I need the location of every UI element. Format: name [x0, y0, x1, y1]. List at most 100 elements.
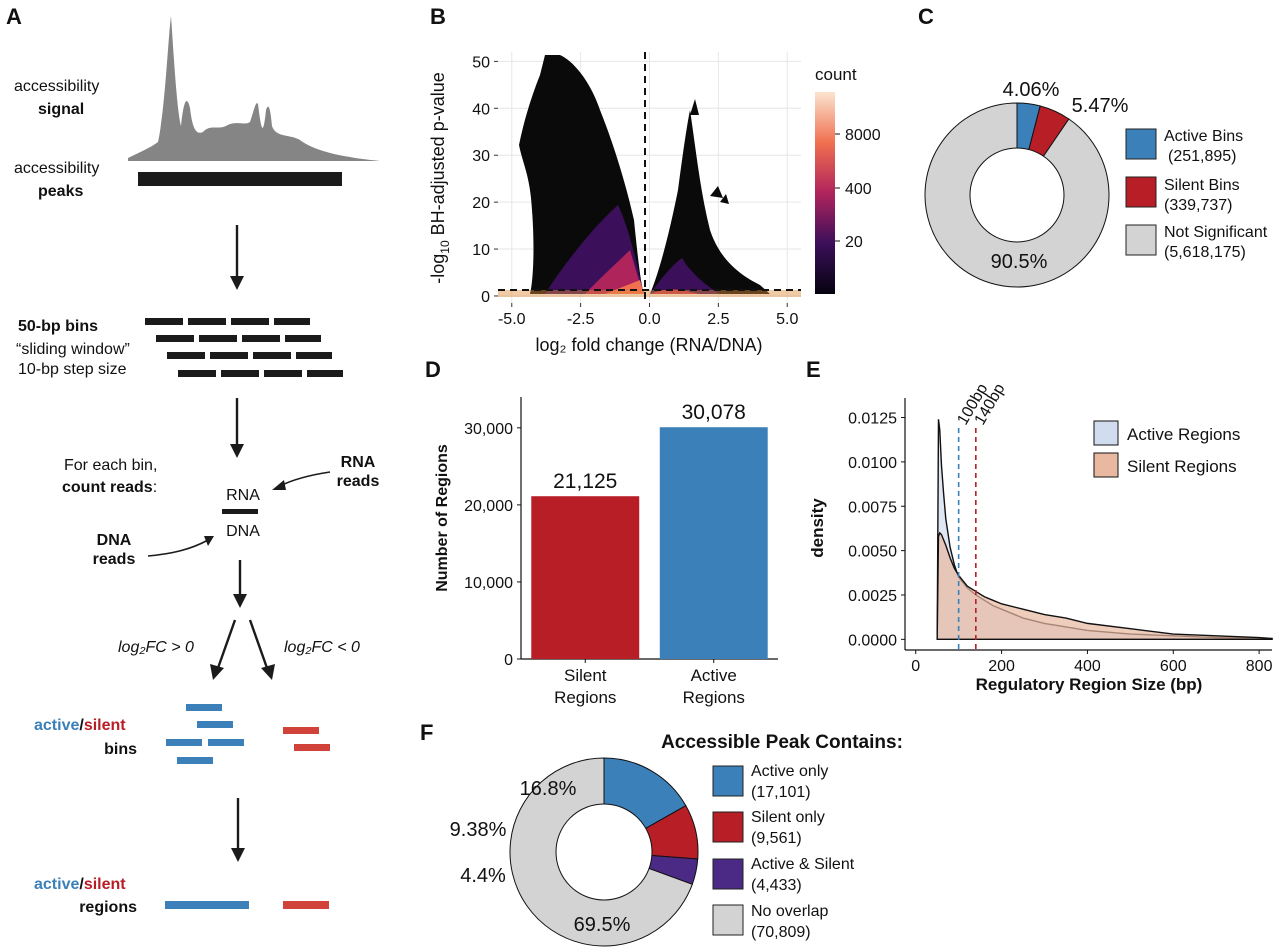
- legend-f-both-name: Active & Silent: [751, 856, 855, 873]
- accessibility-signal-trace: [128, 16, 380, 161]
- legend-c-swatch-not-significant: [1125, 224, 1157, 256]
- legend-c-active-count: (251,895): [1168, 148, 1237, 165]
- donut-hole: [969, 147, 1065, 243]
- volcano-y-tick-label: 40: [472, 101, 490, 118]
- density-y-tick-label: 0.0075: [848, 499, 897, 516]
- panel-c: C 4.06% 5.47% 90.5% Active Bins (251,895…: [918, 4, 1268, 288]
- count-reads-text: count reads: [62, 479, 153, 496]
- legend-c-not-significant-name: Not Significant: [1164, 224, 1268, 241]
- panel-f: F Accessible Peak Contains: 16.8% 9.38% …: [420, 720, 903, 947]
- pie-f-label-silent: 9.38%: [450, 819, 507, 841]
- panel-c-letter: C: [918, 4, 934, 29]
- legend-c-silent-name: Silent Bins: [1164, 177, 1240, 194]
- legend-e-swatch-silent: [1093, 452, 1119, 478]
- regions-output-line1: active/silent: [34, 876, 126, 893]
- legend-f-swatch-silent: [712, 811, 744, 843]
- volcano-right-lobe: [650, 110, 770, 294]
- panel-a-letter: A: [6, 4, 22, 29]
- volcano-x-tick-label: 2.5: [707, 311, 729, 328]
- legend-f: Active only (17,101) Silent only (9,561)…: [712, 763, 855, 941]
- legend-c-swatch-silent: [1125, 176, 1157, 208]
- count-intro-line2: count reads:: [62, 479, 157, 496]
- colorbar-tick-label: 20: [845, 234, 863, 251]
- colorbar-title: count: [815, 65, 857, 84]
- bins-output-line1: active/silent: [34, 717, 126, 734]
- bins-active-word: active: [34, 717, 79, 734]
- pie-f-title: Accessible Peak Contains:: [661, 732, 903, 753]
- volcano-x-label: log₂ fold change (RNA/DNA): [535, 335, 762, 355]
- panel-d: D 0 10,000 20,000 30,000 21,125 Silent Regions…: [425, 357, 778, 707]
- signal-label-line2: signal: [38, 101, 84, 118]
- bar: [531, 496, 640, 659]
- silent-bins-glyph: [283, 727, 330, 751]
- active-region-bar: [165, 901, 249, 909]
- legend-e-active-name: Active Regions: [1127, 425, 1240, 444]
- legend-c-silent-count: (339,737): [1164, 197, 1233, 214]
- legend-f-both-count: (4,433): [751, 877, 802, 894]
- rna-reads-line1: RNA: [341, 454, 376, 471]
- panel-e-letter: E: [806, 357, 821, 382]
- bar-d-y-label: Number of Regions: [434, 444, 451, 592]
- rna-reads-line2: reads: [337, 473, 380, 490]
- legend-f-swatch-active: [712, 765, 744, 797]
- rna-arrow: [272, 471, 331, 490]
- volcano-right-density-peak: [650, 289, 700, 294]
- panel-e: E 0 200 400 600 800 0.0000 0.0025 0.0050 0.0075 0…: [806, 357, 1273, 694]
- pie-f-label-both: 4.4%: [460, 865, 506, 887]
- legend-f-no-overlap-count: (70,809): [751, 924, 811, 941]
- density-area: [936, 531, 1273, 641]
- bar-chart-d: 0 10,000 20,000 30,000 21,125 Silent Regions 30…: [464, 397, 778, 707]
- down-arrow-3: [233, 560, 247, 608]
- sliding-window-bins: [145, 318, 343, 377]
- volcano-y-tick-label: 10: [472, 242, 490, 259]
- bar-d-y-tick-label: 20,000: [464, 498, 513, 515]
- volcano-left-density-high: [585, 250, 644, 294]
- dna-reads-line2: reads: [93, 551, 136, 568]
- density-y-tick-label: 0.0100: [848, 455, 897, 472]
- volcano-axes: -5.0 -2.5 0.0 2.5 5.0 0 10 20 30 40 50: [472, 54, 798, 328]
- density-x-tick-label: 200: [988, 658, 1015, 675]
- density-x-tick-label: 0: [911, 658, 920, 675]
- density-y-tick-label: 0.0025: [848, 588, 897, 605]
- pie-c-label-active: 4.06%: [1003, 79, 1060, 101]
- bar-value-label: 30,078: [682, 401, 746, 424]
- legend-f-swatch-no-overlap: [712, 904, 744, 936]
- bins-label-line2: “sliding window”: [16, 341, 130, 358]
- panel-a: A accessibility signal accessibility pea…: [6, 4, 380, 916]
- volcano-right-density-mid: [650, 258, 720, 294]
- pie-c-label-silent: 5.47%: [1072, 95, 1129, 117]
- legend-f-active-count: (17,101): [751, 784, 811, 801]
- volcano-x-tick-label: 0.0: [638, 311, 660, 328]
- pie-f-label-active: 16.8%: [520, 778, 577, 800]
- down-arrow-2: [230, 398, 244, 458]
- legend-e-silent-name: Silent Regions: [1127, 457, 1237, 476]
- legend-f-silent-name: Silent only: [751, 809, 825, 826]
- regions-slash: /: [79, 876, 84, 893]
- density-y-label: density: [808, 498, 827, 558]
- colorbar-tick-label: 400: [845, 181, 872, 198]
- regions-silent-word: silent: [84, 876, 126, 893]
- signal-label-line1: accessibility: [14, 78, 99, 95]
- bar-category-label: Regions: [554, 688, 616, 707]
- density-x-label: Regulatory Region Size (bp): [976, 675, 1203, 694]
- legend-c-active-name: Active Bins: [1164, 128, 1243, 145]
- density-y-tick-label: 0.0000: [848, 632, 897, 649]
- pie-f-label-no-overlap: 69.5%: [574, 914, 631, 936]
- active-bins-glyph: [166, 704, 244, 764]
- volcano-x-tick-label: 5.0: [776, 311, 798, 328]
- bar-category-label: Silent: [564, 666, 607, 685]
- split-arrows: [210, 619, 275, 680]
- donut-hole: [555, 803, 653, 901]
- bar-d-y-tick-label: 30,000: [464, 421, 513, 438]
- volcano-x-tick-label: -2.5: [567, 311, 595, 328]
- density-x-tick-label: 600: [1160, 658, 1187, 675]
- log-negative-label: log₂FC < 0: [284, 639, 360, 656]
- legend-f-active-name: Active only: [751, 763, 828, 780]
- donut-f: [509, 757, 699, 947]
- panel-f-letter: F: [420, 720, 433, 745]
- volcano-y-tick-label: 30: [472, 148, 490, 165]
- legend-e: Active Regions Silent Regions: [1093, 420, 1240, 478]
- bins-label-line3: 10-bp step size: [18, 361, 127, 378]
